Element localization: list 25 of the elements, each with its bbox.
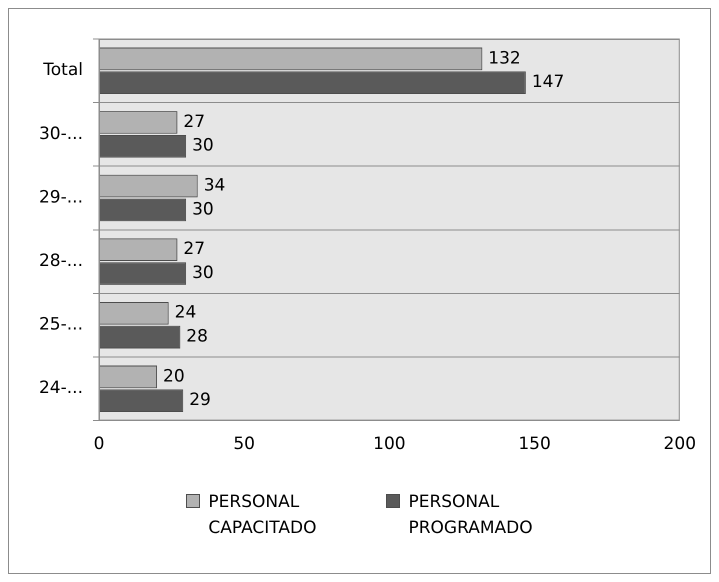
y-tick-label: 28-... (38, 251, 83, 272)
data-label: 29 (189, 390, 211, 410)
data-label: 27 (183, 112, 206, 132)
data-label: 24 (174, 302, 196, 323)
data-label: 30 (192, 199, 214, 220)
y-tick-label: 29-... (38, 187, 83, 208)
data-label: 28 (186, 326, 208, 347)
y-tick-label: Total (42, 60, 83, 80)
y-tick-label: 25-... (38, 314, 83, 335)
y-tick-label: 24-... (38, 378, 83, 398)
legend-label: PERSONAL PROGRAMADO (408, 491, 533, 540)
legend-label: PERSONAL CAPACITADO (208, 491, 316, 540)
y-tick-label: 30-... (38, 124, 83, 144)
x-tick-label: 0 (94, 434, 104, 454)
x-tick-label: 200 (664, 434, 696, 454)
data-label: 30 (192, 136, 214, 156)
data-label: 30 (192, 262, 214, 283)
data-label: 132 (488, 48, 521, 68)
data-label: 147 (532, 72, 564, 92)
x-tick-label: 50 (233, 434, 255, 454)
x-tick-label: 150 (518, 434, 551, 454)
x-tick-label: 100 (373, 434, 406, 454)
data-label: 27 (183, 239, 206, 260)
data-label: 34 (204, 175, 226, 196)
data-label: 20 (163, 366, 185, 386)
